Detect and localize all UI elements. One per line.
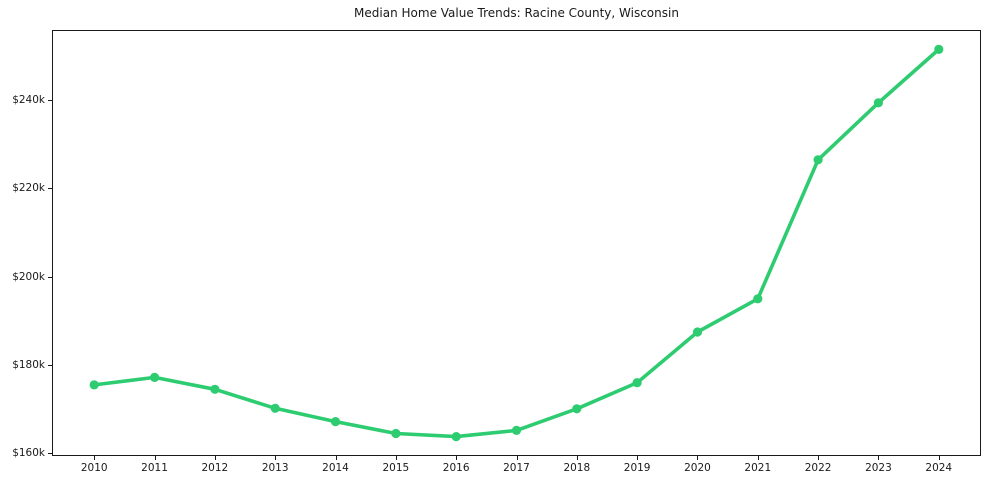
y-tick-label: $240k [12, 94, 45, 107]
y-tick-mark [48, 100, 52, 101]
x-tick-mark [818, 456, 819, 460]
x-tick-label: 2016 [442, 462, 470, 474]
x-tick-label: 2015 [382, 462, 410, 474]
y-tick-label: $220k [12, 182, 45, 195]
data-point-2010 [89, 380, 99, 390]
x-tick-label: 2023 [865, 462, 892, 474]
x-tick-mark [336, 456, 337, 460]
x-tick-mark [396, 456, 397, 460]
x-tick-label: 2011 [141, 462, 168, 474]
y-tick-label: $160k [12, 447, 45, 460]
x-tick-mark [637, 456, 638, 460]
line-chart-svg [52, 30, 981, 456]
data-point-2012 [210, 384, 220, 394]
x-tick-label: 2014 [322, 462, 349, 474]
x-tick-label: 2019 [623, 462, 651, 474]
x-tick-label: 2018 [563, 462, 591, 474]
y-tick-mark [48, 365, 52, 366]
data-point-2022 [813, 155, 823, 165]
data-point-2014 [330, 417, 341, 427]
x-tick-mark [215, 456, 216, 460]
x-tick-mark [878, 456, 879, 460]
y-tick-label: $180k [12, 359, 45, 372]
y-tick-mark [48, 453, 52, 454]
x-tick-mark [155, 456, 156, 460]
plot-area [52, 30, 981, 456]
data-point-2018 [572, 404, 582, 414]
data-point-2021 [753, 294, 763, 304]
y-tick-label: $200k [12, 270, 45, 283]
data-point-2024 [934, 44, 944, 54]
x-tick-mark [517, 456, 518, 460]
y-tick-mark [48, 277, 52, 278]
x-tick-mark [697, 456, 698, 460]
x-tick-mark [456, 456, 457, 460]
x-tick-label: 2020 [684, 462, 711, 474]
chart-title: Median Home Value Trends: Racine County,… [354, 6, 679, 20]
x-tick-label: 2013 [261, 462, 289, 474]
data-point-2017 [511, 425, 522, 435]
axes-spines [52, 30, 981, 456]
x-tick-label: 2010 [80, 462, 108, 474]
data-point-2013 [270, 403, 280, 413]
trend-line [92, 47, 941, 439]
data-point-2016 [451, 432, 461, 442]
data-point-2019 [632, 378, 642, 388]
x-tick-mark [939, 456, 940, 460]
x-tick-label: 2022 [804, 462, 832, 474]
x-tick-mark [758, 456, 759, 460]
data-point-2015 [391, 428, 401, 439]
data-point-2011 [150, 372, 160, 382]
data-point-2020 [692, 327, 703, 337]
x-tick-label: 2021 [744, 462, 772, 474]
x-tick-mark [577, 456, 578, 460]
x-tick-label: 2012 [201, 462, 229, 474]
x-tick-mark [275, 456, 276, 460]
x-tick-label: 2017 [503, 462, 530, 474]
y-tick-mark [48, 188, 52, 189]
data-point-2023 [873, 98, 884, 108]
x-tick-label: 2024 [925, 462, 953, 474]
x-tick-mark [94, 456, 95, 460]
